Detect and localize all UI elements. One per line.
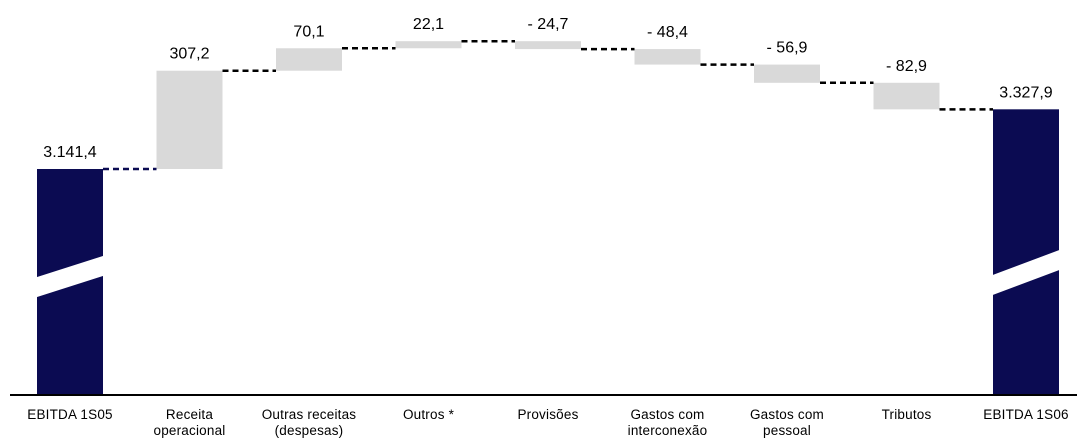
total-bar xyxy=(993,109,1059,395)
axis-break-band xyxy=(990,249,1062,296)
bars-group xyxy=(37,41,1059,395)
category-label: EBITDA 1S05 xyxy=(27,407,113,422)
category-label: operacional xyxy=(153,423,225,438)
value-label: - 56,9 xyxy=(767,40,808,57)
value-label: - 82,9 xyxy=(886,58,927,75)
category-label: interconexão xyxy=(628,423,708,438)
category-label: Outras receitas xyxy=(262,407,357,422)
value-label: 22,1 xyxy=(413,16,444,33)
change-bar xyxy=(395,41,462,49)
change-bar xyxy=(873,82,940,110)
axis-break-band xyxy=(34,255,106,298)
category-label: EBITDA 1S06 xyxy=(983,407,1069,422)
value-labels-group: 3.141,4 307,2 70,1 22,1 - 24,7 - 48,4 - 56,9 - … xyxy=(43,16,1052,161)
category-label: Tributos xyxy=(882,407,932,422)
category-label: Gastos com xyxy=(630,407,704,422)
value-label: 3.327,9 xyxy=(999,84,1052,101)
category-label: Provisões xyxy=(517,407,578,422)
change-bar xyxy=(276,48,342,71)
connectors-group xyxy=(103,39,993,171)
category-label: Outros * xyxy=(403,407,455,422)
axis-breaks-group xyxy=(34,249,1062,298)
value-label: 3.141,4 xyxy=(43,144,96,161)
value-label: 307,2 xyxy=(169,46,209,63)
value-label: - 48,4 xyxy=(647,24,688,41)
category-label: (despesas) xyxy=(275,423,344,438)
category-label: Receita xyxy=(166,407,213,422)
value-label: 70,1 xyxy=(293,23,324,40)
category-label: pessoal xyxy=(763,423,811,438)
change-bar xyxy=(515,41,581,50)
change-bar xyxy=(156,70,223,169)
change-bar xyxy=(634,49,701,65)
value-label: - 24,7 xyxy=(528,16,569,33)
category-label: Gastos com xyxy=(750,407,824,422)
change-bar xyxy=(754,64,820,83)
